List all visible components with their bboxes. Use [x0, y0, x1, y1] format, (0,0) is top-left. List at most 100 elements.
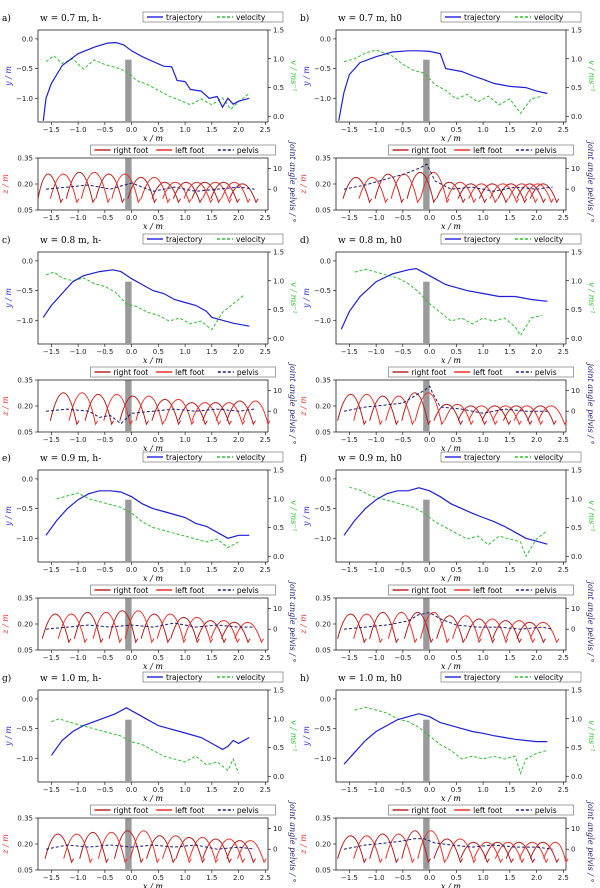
legend-label: left foot — [175, 586, 204, 595]
x-tick-label: 0.0 — [424, 874, 435, 882]
x-tick-label: 2.0 — [233, 436, 244, 444]
y2-tick-label: 1.0 — [571, 495, 582, 503]
x-tick-label: 2.0 — [233, 874, 244, 882]
axes-frame — [335, 251, 567, 345]
velocity-line — [354, 706, 548, 775]
y-tick-label: 0.0 — [320, 257, 331, 265]
y2-tick-label: 0.0 — [273, 773, 284, 781]
velocity-line — [343, 49, 543, 115]
panel-e: e) w = 0.9 m, h-trajectory velocity −1.5 −1.… — [1, 451, 298, 671]
x-tick-label: −1.5 — [341, 874, 358, 882]
obstacle-bar — [423, 499, 430, 562]
x-tick-label: 1.5 — [206, 436, 217, 444]
x-tick-label: −0.5 — [96, 126, 113, 134]
x-tick-label: −0.5 — [394, 566, 411, 574]
x-tick-label: 1.0 — [180, 566, 191, 574]
panel-title: w = 0.9 m, h- — [40, 454, 101, 464]
y2-tick-label: 0 — [273, 846, 277, 854]
x-tick-label: −1.0 — [70, 786, 87, 794]
y-tick-label: 0.05 — [17, 207, 33, 215]
x-tick-label: 2.0 — [531, 214, 542, 222]
y2-tick-label: 1.5 — [571, 467, 582, 475]
y-tick-label: −1.0 — [16, 535, 33, 543]
panel-d: d) w = 0.8 m, h0 trajectory velocity −1.5 −1.… — [299, 233, 596, 453]
y-tick-label: 0.0 — [320, 475, 331, 483]
panel-h: h) w = 1.0 m, h0 trajectory velocity −1.5 −1.… — [299, 671, 596, 888]
y-axis-label: y / m — [302, 288, 311, 309]
y-axis-label: z / m — [1, 396, 10, 417]
y2-tick-label: 1.0 — [273, 715, 284, 723]
y-tick-label: 0.35 — [315, 595, 331, 603]
obstacle-bar — [125, 818, 132, 870]
obstacle-bar — [423, 818, 430, 870]
legend-label: trajectory — [166, 453, 203, 462]
x-axis-label: x / m — [441, 794, 461, 803]
x-tick-label: 2.5 — [558, 348, 569, 356]
left-foot-line — [63, 830, 267, 864]
x-tick-label: 1.0 — [478, 874, 489, 882]
x-tick-label: −1.5 — [43, 126, 60, 134]
x-tick-label: 2.0 — [233, 126, 244, 134]
x-tick-label: 2.5 — [260, 654, 271, 662]
panel-a: a) w = 0.7 m, h-trajectory velocity −1.5 −1.… — [1, 11, 298, 231]
y-tick-label: −1.0 — [16, 95, 33, 103]
x-tick-label: 0.5 — [153, 654, 164, 662]
y2-tick-label: 1.5 — [273, 249, 284, 257]
y2-axis-label: v / ms⁻¹ — [587, 720, 596, 751]
y-tick-label: 0.0 — [22, 695, 33, 703]
x-tick-label: 2.0 — [531, 566, 542, 574]
x-tick-label: 2.0 — [233, 348, 244, 356]
axes-frame — [335, 469, 567, 563]
x-tick-label: −0.5 — [394, 654, 411, 662]
y-tick-label: 0.35 — [17, 595, 33, 603]
y2-axis-label: v / ms⁻¹ — [289, 282, 298, 313]
x-tick-label: 0.0 — [126, 786, 137, 794]
y2-tick-label: 0.5 — [273, 744, 284, 752]
legend-label: left foot — [473, 146, 502, 155]
y2-axis-label: joint angle pelvis / ° — [288, 799, 297, 882]
y2-tick-label: 1.5 — [571, 687, 582, 695]
y-tick-label: 0.20 — [315, 403, 331, 411]
y2-tick-label: 1.5 — [571, 249, 582, 257]
x-tick-label: 0.0 — [126, 874, 137, 882]
x-tick-label: 2.5 — [260, 786, 271, 794]
trajectory-line — [45, 490, 250, 539]
y-axis-label: z / m — [299, 396, 308, 417]
x-tick-label: −0.5 — [96, 566, 113, 574]
y-axis-label: z / m — [299, 834, 308, 855]
x-tick-label: 2.5 — [260, 126, 271, 134]
left-foot-line — [358, 171, 554, 204]
x-tick-label: 1.0 — [180, 348, 191, 356]
x-tick-label: −0.5 — [394, 874, 411, 882]
y2-tick-label: 0.5 — [273, 306, 284, 314]
x-tick-label: 2.0 — [531, 436, 542, 444]
y-tick-label: −0.5 — [314, 287, 331, 295]
y-tick-label: −1.0 — [16, 317, 33, 325]
x-tick-label: 0.0 — [424, 436, 435, 444]
x-tick-label: 0.0 — [424, 566, 435, 574]
y-axis-label: y / m — [302, 726, 311, 747]
y2-tick-label: 10 — [273, 165, 282, 173]
y2-tick-label: 0 — [273, 408, 277, 416]
y2-tick-label: 0 — [273, 626, 277, 634]
x-tick-label: −0.5 — [96, 874, 113, 882]
x-tick-label: −1.0 — [368, 786, 385, 794]
y2-tick-label: 0 — [273, 186, 277, 194]
legend-box — [142, 233, 284, 245]
x-tick-label: 2.5 — [558, 654, 569, 662]
x-tick-label: 0.5 — [451, 874, 462, 882]
panel-b: b) w = 0.7 m, h0 trajectory velocity −1.5 −1.… — [299, 11, 596, 231]
legend-label: trajectory — [464, 453, 501, 462]
y2-axis-label: v / ms⁻¹ — [289, 60, 298, 91]
legend-label: velocity — [534, 673, 564, 682]
x-tick-label: 1.5 — [504, 786, 515, 794]
legend-label: right foot — [412, 146, 447, 155]
y2-tick-label: 1.0 — [273, 55, 284, 63]
y-axis-label: y / m — [302, 506, 311, 527]
y2-tick-label: 0 — [571, 626, 575, 634]
x-tick-label: 0.5 — [153, 874, 164, 882]
x-tick-label: −0.5 — [394, 126, 411, 134]
pelvis-line — [343, 163, 553, 192]
y-tick-label: 0.20 — [17, 181, 33, 189]
legend-label: right foot — [412, 806, 447, 815]
